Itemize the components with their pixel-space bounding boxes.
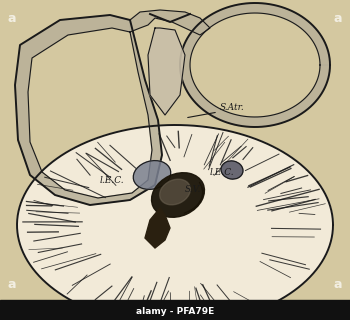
Polygon shape xyxy=(0,300,350,320)
Polygon shape xyxy=(15,15,162,205)
Ellipse shape xyxy=(221,161,243,179)
Text: S.Atr.: S.Atr. xyxy=(220,103,245,112)
Text: S.V.: S.V. xyxy=(185,185,201,194)
Text: a: a xyxy=(8,278,16,292)
Text: l.E.C.: l.E.C. xyxy=(210,168,235,177)
Polygon shape xyxy=(145,208,170,248)
Text: a: a xyxy=(334,12,342,25)
Ellipse shape xyxy=(152,173,204,217)
Polygon shape xyxy=(180,3,330,127)
Ellipse shape xyxy=(160,179,190,205)
Ellipse shape xyxy=(133,161,171,189)
Text: a: a xyxy=(334,278,342,292)
Polygon shape xyxy=(17,125,333,320)
Polygon shape xyxy=(130,10,210,35)
Text: a: a xyxy=(8,12,16,25)
Polygon shape xyxy=(148,28,185,115)
Text: alamy - PFA79E: alamy - PFA79E xyxy=(136,308,214,316)
Text: l.E.C.: l.E.C. xyxy=(100,176,125,185)
